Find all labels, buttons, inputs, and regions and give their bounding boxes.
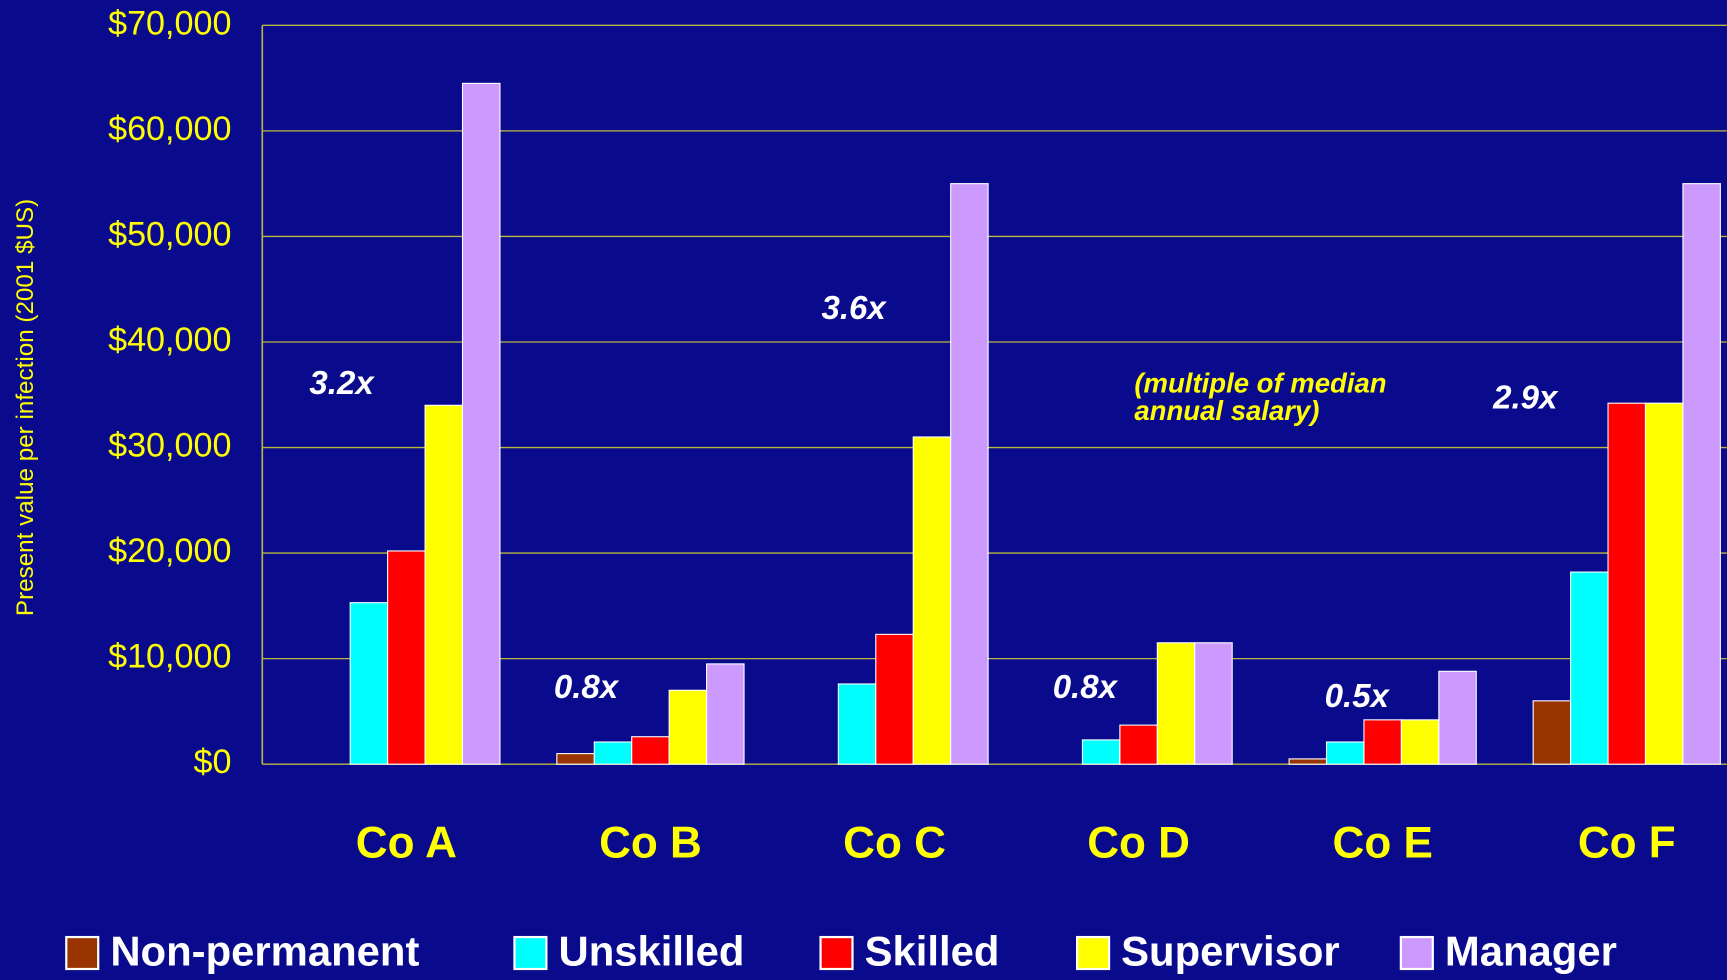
annotation: 0.8x xyxy=(554,668,620,705)
y-axis-label: Present value per infection (2001 $US) xyxy=(12,199,39,616)
bar xyxy=(556,753,595,765)
legend-swatch xyxy=(65,935,100,971)
y-tick-label: $70,000 xyxy=(108,4,231,42)
note: annual salary) xyxy=(1134,395,1319,426)
bar xyxy=(1119,724,1158,765)
x-tick-label: Co C xyxy=(843,818,946,867)
y-tick-label: $40,000 xyxy=(108,321,231,359)
bar xyxy=(349,602,389,765)
annotation: 0.8x xyxy=(1053,668,1119,705)
bar xyxy=(875,633,914,765)
bar xyxy=(1194,642,1233,765)
bar xyxy=(593,741,633,765)
annotation: 3.2x xyxy=(309,364,375,401)
x-tick-label: Co B xyxy=(599,818,702,867)
bar xyxy=(837,683,877,765)
x-tick-label: Co D xyxy=(1087,818,1190,867)
annotation: 0.5x xyxy=(1325,677,1391,714)
bar xyxy=(1325,741,1365,765)
bar xyxy=(1363,719,1402,765)
y-tick-label: $10,000 xyxy=(108,638,231,676)
bar xyxy=(1438,670,1477,765)
legend-label: Unskilled xyxy=(558,928,744,975)
x-tick-label: Co F xyxy=(1578,818,1676,867)
note: (multiple of median xyxy=(1134,368,1386,399)
y-tick-label: $50,000 xyxy=(108,215,231,253)
bar xyxy=(1532,700,1572,765)
bar xyxy=(424,404,464,765)
bar xyxy=(1156,642,1196,765)
bar xyxy=(706,663,745,765)
x-tick-label: Co E xyxy=(1333,818,1433,867)
annotation: 3.6x xyxy=(821,289,887,326)
bar xyxy=(1400,719,1440,765)
bar xyxy=(668,689,708,765)
y-tick-label: $0 xyxy=(193,743,231,781)
bar xyxy=(1081,739,1121,765)
legend-label: Non-permanent xyxy=(110,928,419,975)
legend-label: Manager xyxy=(1445,928,1617,975)
y-tick-label: $20,000 xyxy=(108,532,231,570)
legend-swatch xyxy=(819,935,854,971)
bar xyxy=(1682,183,1721,765)
y-tick-label: $30,000 xyxy=(108,427,231,465)
x-tick-label: Co A xyxy=(356,818,457,867)
annotation: 2.9x xyxy=(1492,378,1559,415)
bar xyxy=(912,436,952,765)
legend-label: Supervisor xyxy=(1121,928,1340,975)
y-tick-label: $60,000 xyxy=(108,110,231,148)
legend-swatch xyxy=(513,935,548,971)
bar xyxy=(950,183,989,765)
bar xyxy=(1570,571,1609,765)
legend-label: Skilled xyxy=(865,928,1000,975)
bar xyxy=(1607,402,1647,765)
bar xyxy=(1288,758,1328,765)
legend-swatch xyxy=(1399,935,1434,971)
bar xyxy=(631,736,670,765)
bar xyxy=(1644,402,1684,765)
legend-swatch xyxy=(1076,935,1111,971)
bar xyxy=(461,82,501,765)
bar xyxy=(387,550,426,765)
